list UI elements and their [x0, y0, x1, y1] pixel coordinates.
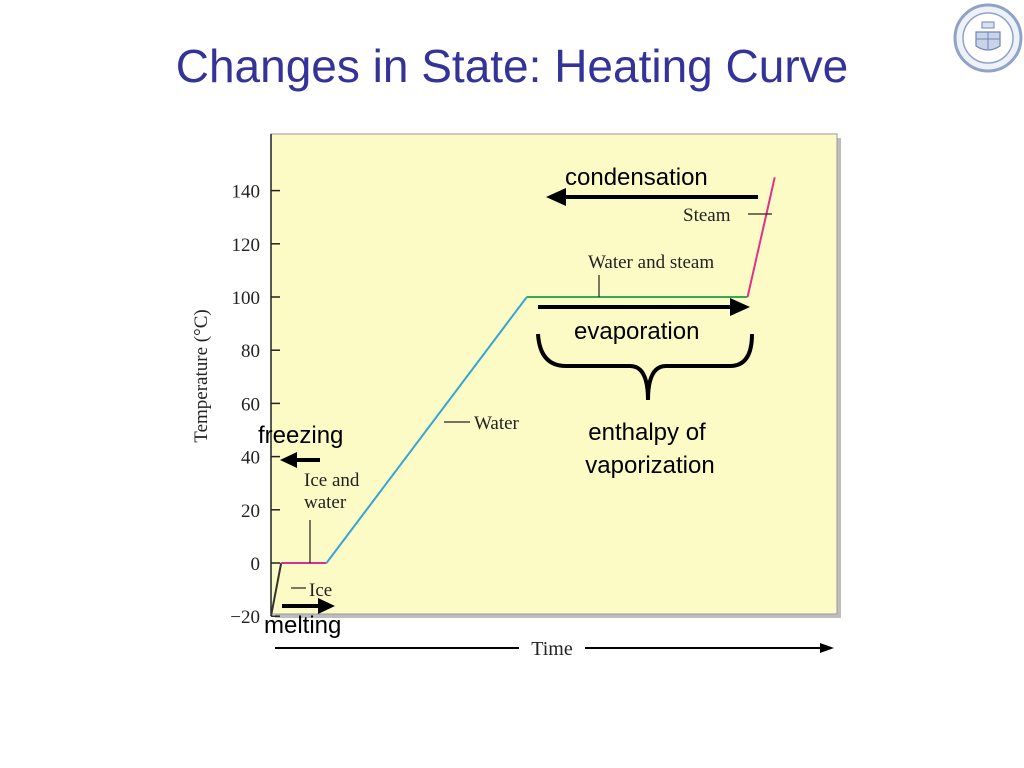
- y-tick-label: 80: [241, 341, 260, 362]
- phase-label-water-and-steam: Water and steam: [588, 252, 714, 273]
- phase-label-water-sub: water: [304, 492, 347, 513]
- y-tick-label: 60: [241, 394, 260, 415]
- y-tick-label: 140: [232, 182, 261, 203]
- y-axis-label: Temperature (°C): [191, 309, 212, 442]
- y-tick-label: 0: [251, 554, 261, 575]
- curve-segment-water: [325, 296, 528, 564]
- y-axis-ticks: −20 0 20 40 60 80 100 120 140: [230, 182, 280, 628]
- curve-segment-steam: [746, 177, 776, 298]
- annotation-condensation: condensation: [565, 164, 708, 191]
- phase-label-ice-and: Ice and: [304, 470, 360, 491]
- x-axis-label: Time: [531, 638, 573, 660]
- annotation-freezing: freezing: [258, 422, 343, 449]
- enthalpy-brace: [536, 333, 754, 401]
- freezing-arrowhead: [280, 452, 297, 468]
- annotation-melting: melting: [264, 612, 341, 639]
- melting-arrowhead: [318, 598, 335, 614]
- plot-panel: [270, 133, 838, 615]
- y-tick-label: 100: [232, 288, 261, 309]
- phase-label-ice: Ice: [309, 580, 332, 601]
- university-seal-logo: [953, 3, 1023, 73]
- annotation-evaporation: evaporation: [574, 318, 699, 345]
- evaporation-arrowhead: [730, 298, 750, 316]
- y-tick-label: −20: [230, 607, 260, 628]
- heating-curve: [270, 177, 776, 617]
- y-tick-label: 20: [241, 501, 260, 522]
- slide-title: Changes in State: Heating Curve: [175, 40, 849, 92]
- y-tick-label: 120: [232, 235, 261, 256]
- time-axis-arrowhead: [820, 643, 834, 653]
- phase-label-steam: Steam: [683, 205, 731, 226]
- phase-label-water: Water: [474, 413, 520, 434]
- annotation-enthalpy-line2: vaporization: [585, 452, 714, 479]
- curve-segment-ice: [270, 562, 283, 617]
- annotation-enthalpy-line1: enthalpy of: [588, 419, 706, 446]
- condensation-arrowhead: [546, 188, 566, 206]
- y-tick-label: 40: [241, 448, 260, 469]
